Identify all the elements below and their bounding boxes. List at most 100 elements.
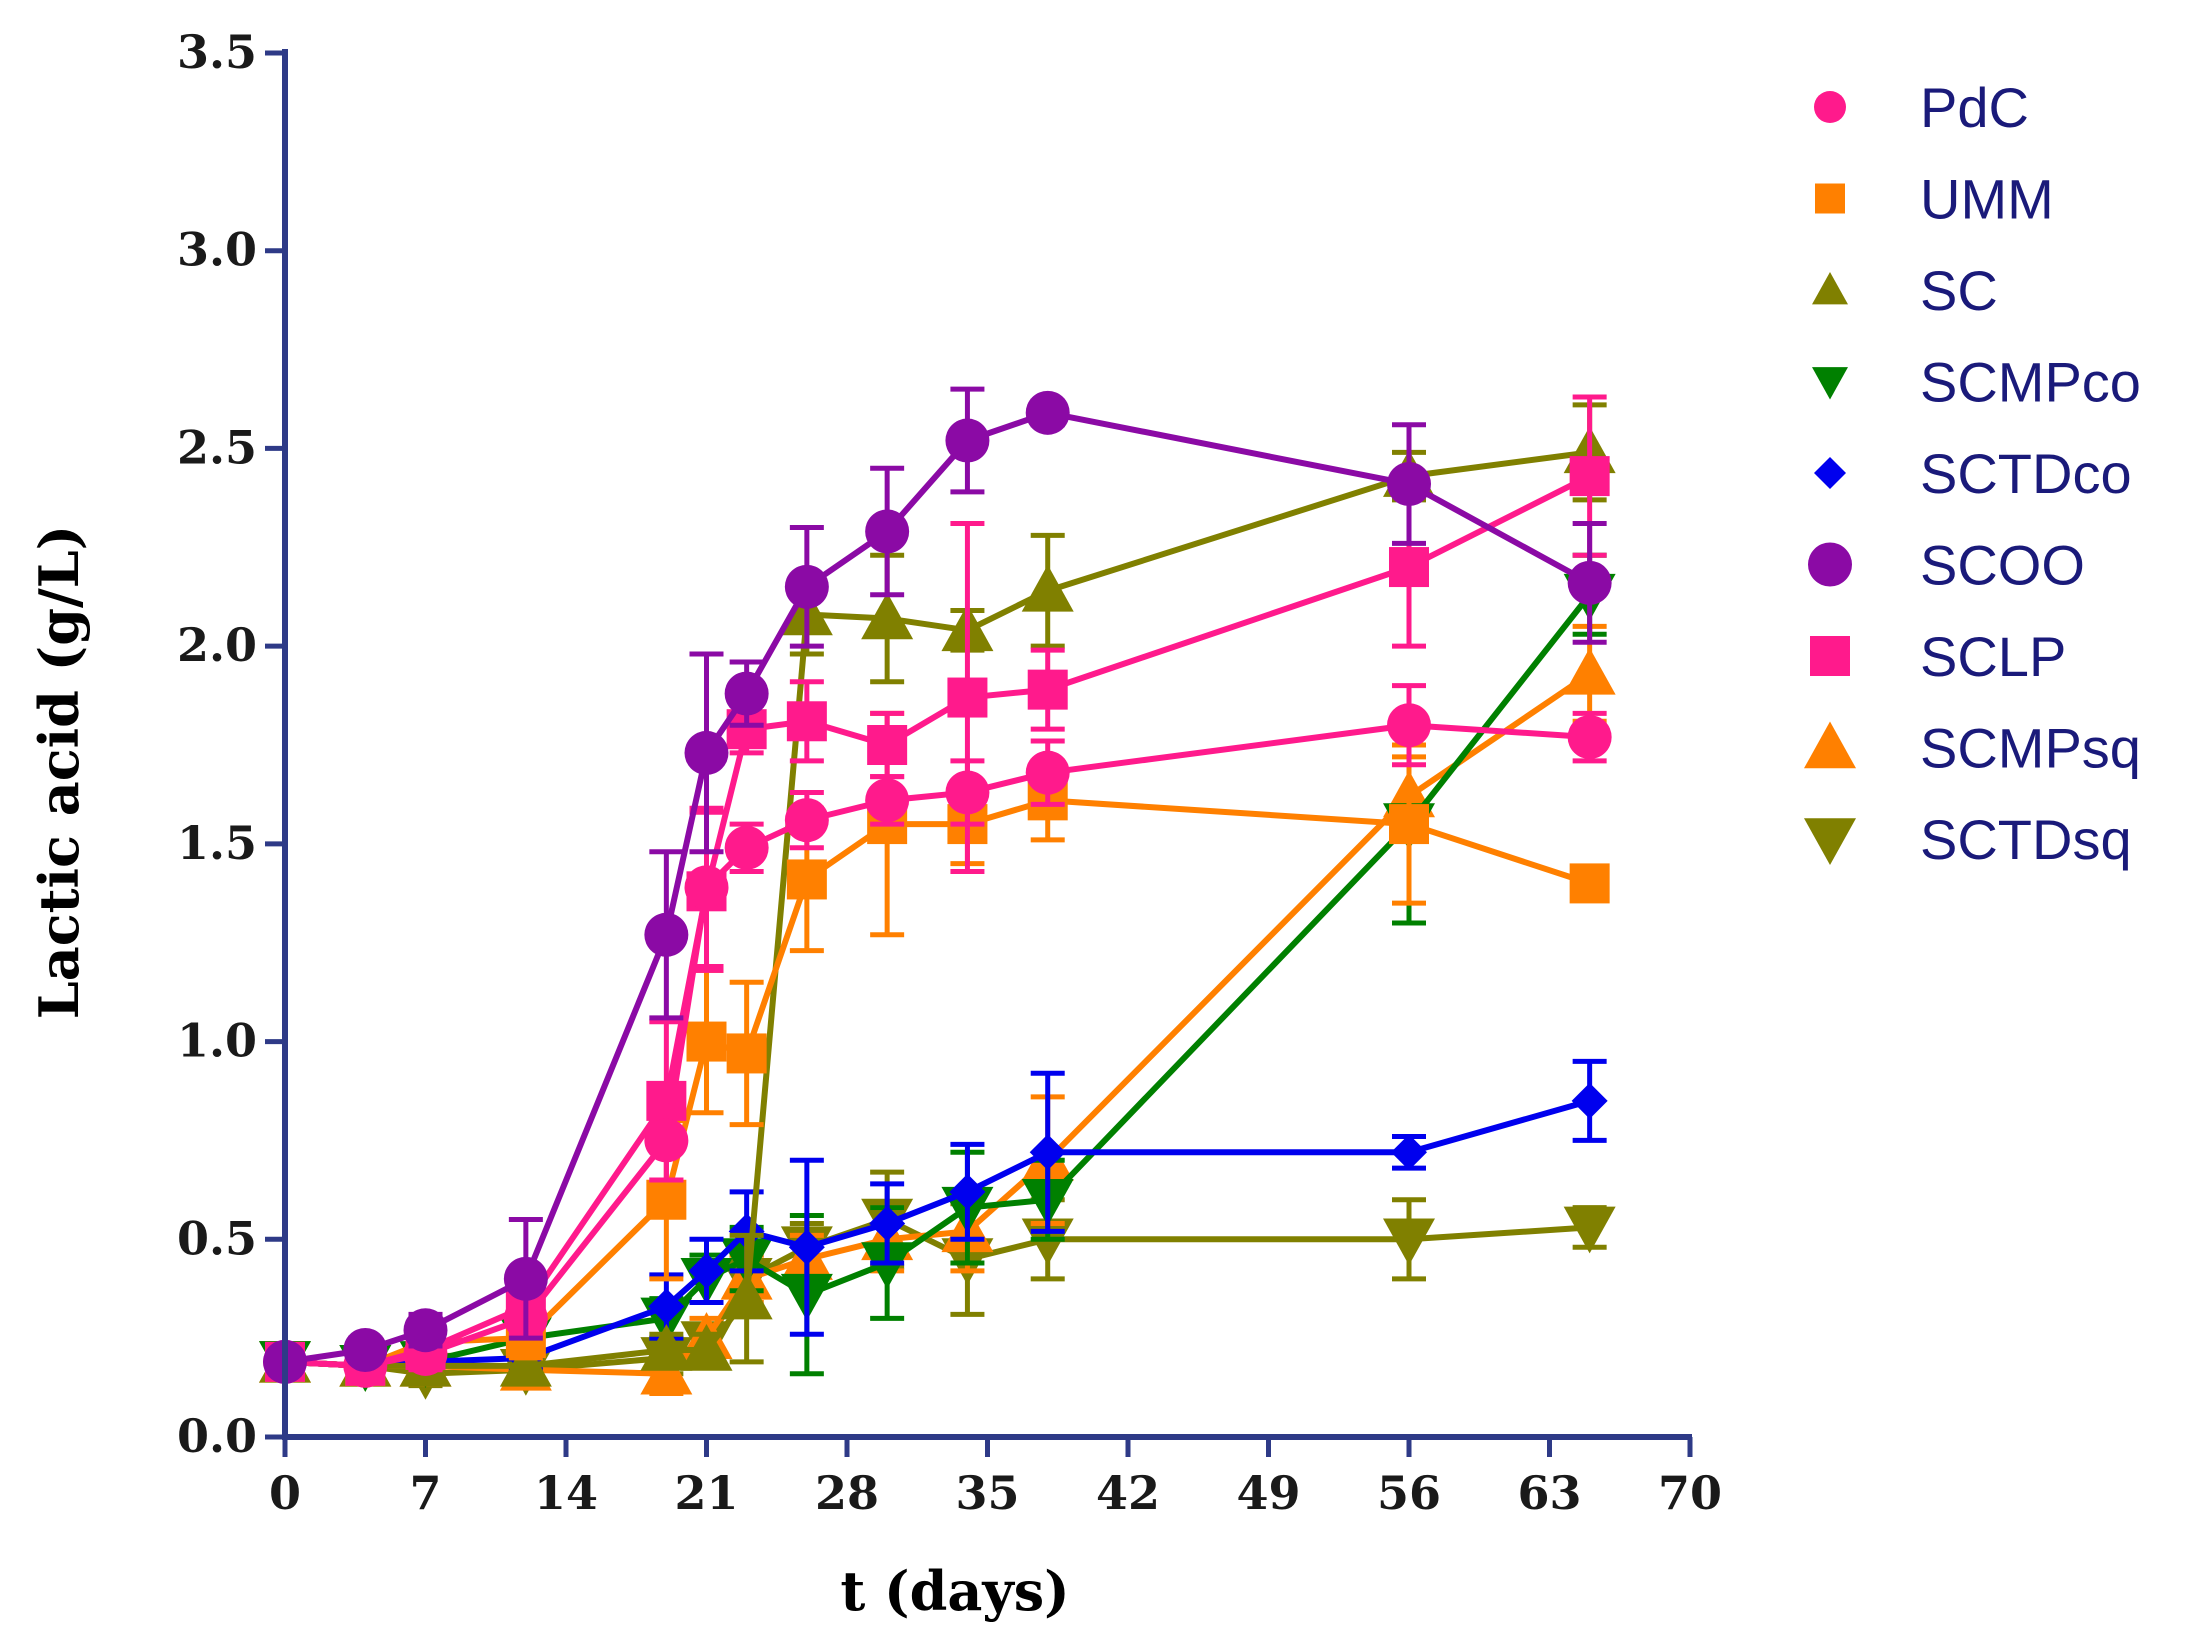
legend-marker	[1814, 457, 1846, 489]
data-point	[499, 1339, 552, 1387]
y-tick-label: 0.0	[177, 1409, 257, 1463]
legend-item-sctdsq: SCTDsq	[1804, 808, 2132, 871]
data-point	[784, 564, 829, 609]
x-tick-label: 0	[269, 1466, 301, 1520]
data-point	[688, 1252, 725, 1289]
series-umm	[265, 710, 1610, 1386]
data-point	[1387, 703, 1431, 748]
data-point	[945, 770, 990, 815]
legend-marker	[1804, 818, 1856, 865]
data-point	[865, 509, 910, 554]
data-point	[1025, 750, 1070, 795]
axes: 0.0 0.5 1.0 1.5 2.0 2.5 3.0 3.5 0 7 14 21 28 35 42 49 56…	[177, 25, 1722, 1520]
data-point	[1563, 647, 1616, 695]
data-point	[503, 1256, 548, 1301]
x-tick-label: 7	[409, 1466, 441, 1520]
legend-marker	[1815, 183, 1845, 214]
series-scmpco	[259, 552, 1616, 1392]
data-point	[786, 859, 827, 900]
legend: PdC UMM SC SCMPco SCTDco SCOO SCLP SCMPsq SCTDsq	[1804, 76, 2141, 871]
data-point	[1567, 560, 1612, 605]
legend-marker	[1810, 636, 1850, 676]
legend-label: SCMPco	[1920, 351, 2141, 414]
data-point	[861, 592, 914, 640]
legend-item-scoo: SCOO	[1808, 534, 2085, 597]
data-point	[788, 1229, 825, 1266]
y-tick-label: 1.5	[177, 816, 257, 870]
x-tick-label: 21	[674, 1466, 738, 1520]
data-point	[640, 1347, 693, 1395]
legend-item-umm: UMM	[1815, 168, 2054, 231]
data-point	[1389, 804, 1429, 845]
data-point	[1569, 863, 1610, 904]
x-tick-label: 49	[1236, 1466, 1300, 1520]
series-layer	[259, 386, 1616, 1400]
x-tick-label: 56	[1377, 1466, 1441, 1520]
data-point	[1391, 1134, 1427, 1171]
data-point	[1021, 564, 1074, 612]
data-point	[1563, 1206, 1616, 1254]
data-point	[684, 730, 729, 775]
data-point	[1027, 669, 1068, 710]
legend-item-sclp: SCLP	[1810, 625, 2066, 688]
data-point	[724, 825, 769, 870]
data-point	[861, 1242, 914, 1290]
legend-label: SCOO	[1920, 534, 2085, 597]
y-tick-label: 0.5	[177, 1211, 257, 1265]
data-point	[644, 1118, 689, 1163]
data-point	[1025, 390, 1070, 435]
data-point	[949, 1173, 986, 1210]
legend-item-scmpco: SCMPco	[1812, 351, 2141, 414]
legend-marker	[1808, 542, 1852, 587]
data-point	[343, 1328, 388, 1373]
legend-label: SC	[1920, 259, 1998, 322]
data-point	[1387, 462, 1431, 507]
data-point	[646, 1179, 687, 1220]
legend-label: SCMPsq	[1920, 717, 2141, 780]
legend-item-sc: SC	[1812, 259, 1998, 322]
data-point	[680, 1324, 733, 1371]
data-point	[403, 1308, 448, 1353]
legend-marker	[1812, 367, 1848, 400]
y-axis-title: Lactic acid (g/L)	[27, 525, 91, 1019]
y-tick-label: 3.0	[177, 223, 257, 277]
data-point	[648, 1288, 685, 1325]
data-point	[865, 778, 910, 823]
legend-item-pdc: PdC	[1814, 76, 2029, 139]
data-point	[1029, 1134, 1066, 1171]
y-tick-label: 1.0	[177, 1014, 257, 1068]
legend-item-sctdco: SCTDco	[1814, 442, 2132, 505]
legend-marker	[1814, 91, 1846, 123]
legend-label: SCTDco	[1920, 442, 2132, 505]
y-tick-label: 2.0	[177, 618, 257, 672]
data-point	[720, 1272, 773, 1320]
series-scoo	[263, 386, 1612, 1384]
data-point	[784, 798, 829, 843]
x-axis-title: t (days)	[840, 1559, 1069, 1623]
legend-item-scmpsq: SCMPsq	[1804, 717, 2141, 780]
legend-label: SCTDsq	[1920, 808, 2132, 871]
data-point	[684, 865, 729, 910]
data-point	[947, 677, 988, 718]
data-point	[640, 1324, 693, 1371]
legend-label: PdC	[1920, 76, 2029, 139]
data-point	[1389, 547, 1429, 588]
x-tick-label: 70	[1658, 1466, 1722, 1520]
data-point	[724, 671, 769, 716]
data-point	[945, 418, 990, 463]
legend-label: UMM	[1920, 168, 2054, 231]
data-point	[1571, 1082, 1608, 1119]
legend-marker	[1804, 721, 1856, 769]
data-point	[869, 1205, 906, 1242]
series-line-scmpsq	[284, 671, 1592, 1377]
data-point	[686, 1021, 727, 1062]
x-tick-label: 42	[1096, 1466, 1160, 1520]
x-tick-label: 28	[815, 1466, 879, 1520]
y-tick-label: 2.5	[177, 420, 257, 474]
data-point	[726, 1033, 767, 1074]
data-point	[1569, 456, 1610, 497]
data-point	[867, 725, 908, 765]
x-tick-label: 35	[955, 1466, 1019, 1520]
data-point	[786, 701, 827, 742]
x-tick-label: 63	[1517, 1466, 1581, 1520]
